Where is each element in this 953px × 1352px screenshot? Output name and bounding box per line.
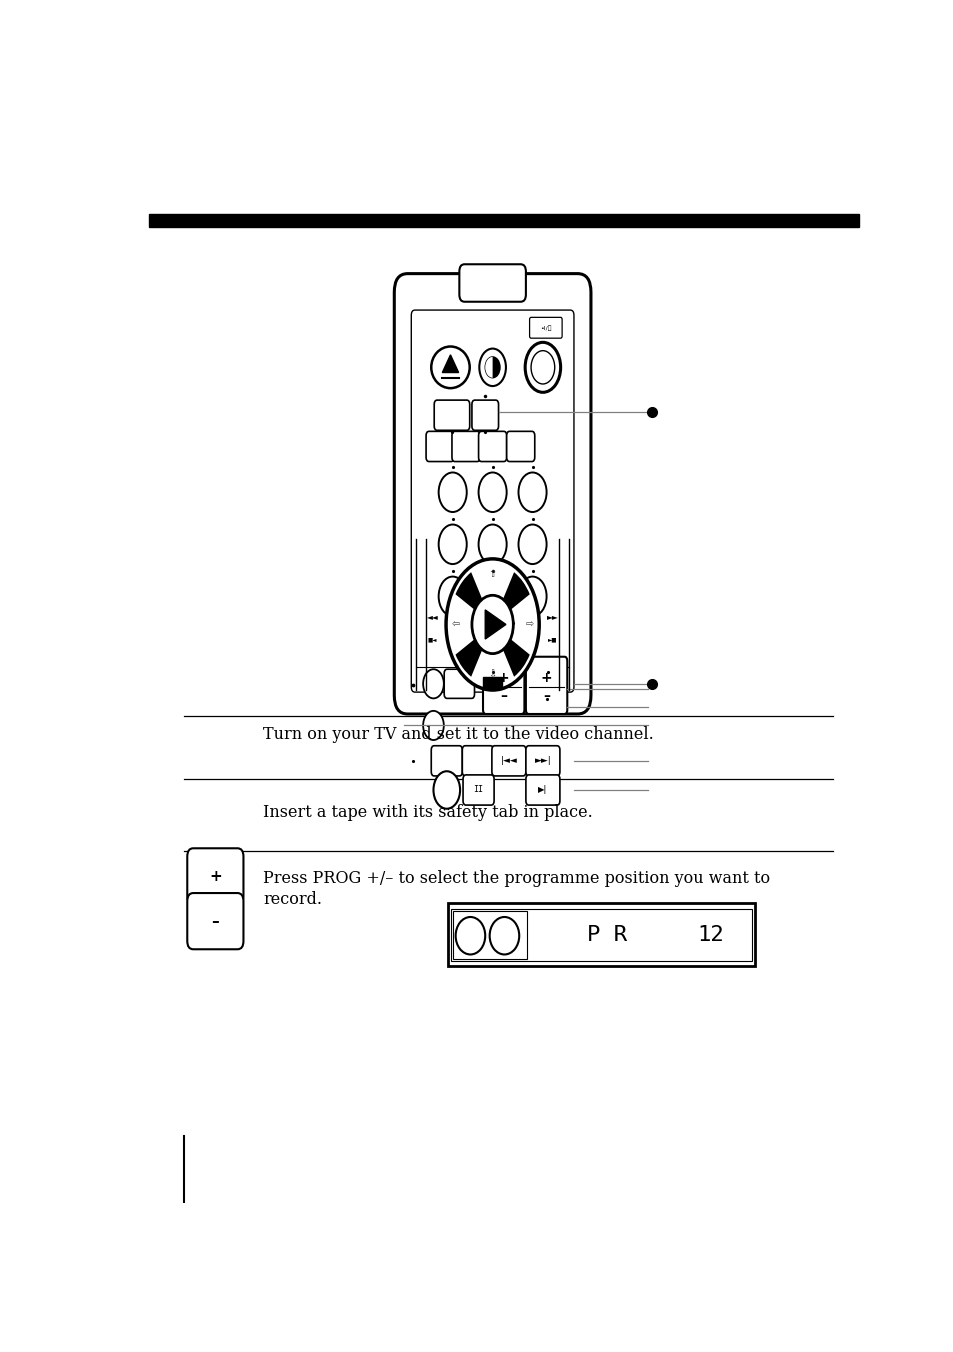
Ellipse shape: [478, 525, 506, 564]
Text: |◄◄: |◄◄: [500, 756, 517, 765]
Wedge shape: [502, 572, 529, 610]
FancyBboxPatch shape: [525, 657, 567, 714]
FancyBboxPatch shape: [394, 273, 590, 714]
Ellipse shape: [458, 629, 486, 668]
Text: ⇩: ⇩: [488, 669, 497, 680]
Text: ⇨: ⇨: [525, 619, 533, 630]
FancyBboxPatch shape: [482, 657, 524, 714]
FancyBboxPatch shape: [187, 894, 243, 949]
Text: ►►: ►►: [546, 611, 558, 621]
Wedge shape: [455, 639, 482, 677]
FancyBboxPatch shape: [431, 746, 462, 776]
Text: –: –: [542, 690, 550, 703]
FancyBboxPatch shape: [478, 431, 506, 461]
FancyBboxPatch shape: [462, 746, 493, 776]
Polygon shape: [485, 610, 505, 639]
Ellipse shape: [498, 629, 526, 668]
Ellipse shape: [438, 525, 466, 564]
FancyBboxPatch shape: [434, 400, 469, 430]
FancyBboxPatch shape: [492, 746, 525, 776]
Ellipse shape: [478, 349, 505, 387]
FancyBboxPatch shape: [187, 848, 243, 904]
FancyBboxPatch shape: [472, 400, 498, 430]
Ellipse shape: [431, 346, 469, 388]
Ellipse shape: [438, 472, 466, 512]
Ellipse shape: [485, 357, 499, 377]
Text: II: II: [473, 786, 483, 795]
Text: ◄◄: ◄◄: [426, 611, 438, 621]
Ellipse shape: [518, 525, 546, 564]
FancyBboxPatch shape: [529, 318, 561, 338]
Circle shape: [472, 595, 513, 653]
FancyBboxPatch shape: [525, 746, 559, 776]
Bar: [149, 214, 858, 227]
Wedge shape: [502, 639, 529, 677]
Text: –: –: [499, 690, 507, 703]
Text: P R: P R: [586, 925, 627, 945]
Ellipse shape: [489, 917, 518, 955]
Wedge shape: [455, 572, 482, 610]
Ellipse shape: [531, 350, 554, 384]
Circle shape: [433, 771, 459, 808]
Bar: [448, 903, 755, 965]
Ellipse shape: [438, 576, 466, 617]
Text: ⇦: ⇦: [451, 619, 459, 630]
FancyBboxPatch shape: [426, 431, 454, 461]
FancyBboxPatch shape: [444, 669, 474, 699]
Text: +: +: [209, 869, 221, 884]
Text: Turn on your TV and set it to the video channel.: Turn on your TV and set it to the video …: [263, 726, 654, 744]
Bar: [453, 911, 526, 959]
Ellipse shape: [518, 472, 546, 512]
FancyBboxPatch shape: [462, 775, 494, 804]
Text: +: +: [540, 671, 552, 684]
FancyBboxPatch shape: [459, 264, 525, 301]
Wedge shape: [485, 357, 492, 377]
Text: ⇧: ⇧: [488, 569, 497, 580]
Text: Press PROG +/– to select the programme position you want to: Press PROG +/– to select the programme p…: [263, 869, 770, 887]
Ellipse shape: [456, 917, 485, 955]
Bar: [451, 909, 751, 961]
Ellipse shape: [478, 472, 506, 512]
Text: record.: record.: [263, 891, 322, 907]
Circle shape: [423, 669, 443, 699]
Text: +: +: [497, 671, 509, 684]
Ellipse shape: [485, 357, 499, 377]
FancyBboxPatch shape: [525, 775, 559, 804]
Circle shape: [446, 558, 538, 690]
Text: •I/⏻: •I/⏻: [539, 324, 551, 330]
Polygon shape: [442, 354, 458, 373]
Text: 12: 12: [697, 925, 723, 945]
FancyBboxPatch shape: [506, 431, 535, 461]
Ellipse shape: [518, 576, 546, 617]
Bar: [482, 676, 501, 690]
FancyBboxPatch shape: [452, 431, 479, 461]
Text: Insert a tape with its safety tab in place.: Insert a tape with its safety tab in pla…: [263, 804, 593, 822]
FancyBboxPatch shape: [411, 310, 574, 692]
Text: ►►|: ►►|: [534, 756, 551, 765]
Text: –: –: [212, 914, 219, 929]
Text: ►■: ►■: [547, 638, 557, 642]
Text: ▶|: ▶|: [537, 786, 547, 795]
Text: ■◄: ■◄: [428, 638, 437, 642]
Ellipse shape: [478, 576, 506, 617]
Circle shape: [423, 711, 443, 740]
Ellipse shape: [524, 342, 560, 392]
